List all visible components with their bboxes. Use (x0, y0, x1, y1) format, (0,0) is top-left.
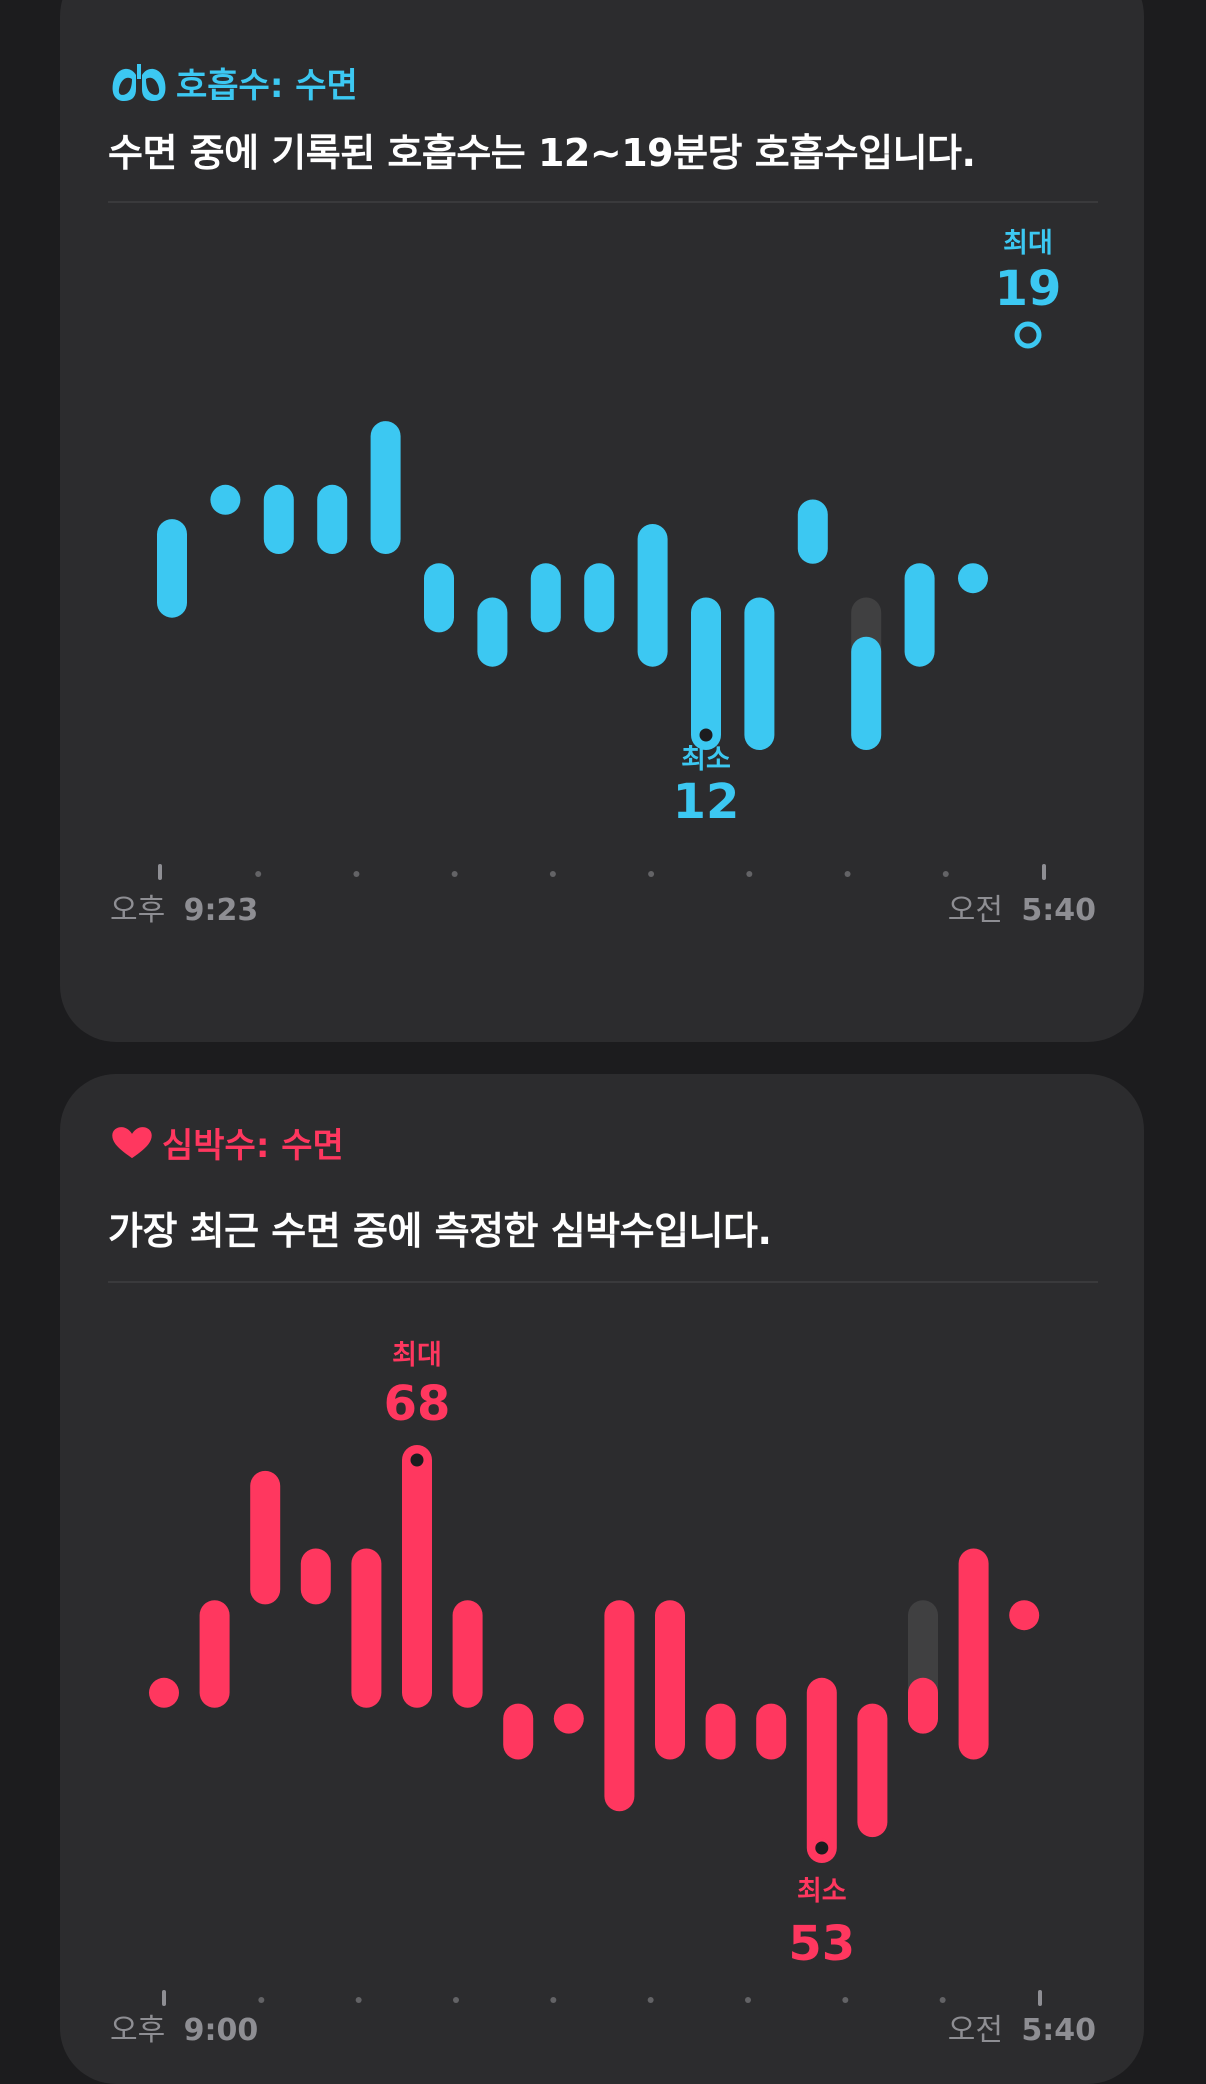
min-value: 12 (673, 774, 740, 830)
chart-bar[interactable] (705, 1703, 736, 1760)
axis-start-time: 오후 9:00 (110, 2013, 258, 2044)
marker-ring (812, 1838, 832, 1858)
axis-tick (1038, 1990, 1042, 2006)
axis-end-period: 오전 (948, 2013, 1003, 2044)
max-value: 19 (995, 261, 1062, 317)
chart-bar[interactable] (1009, 1600, 1040, 1631)
axis-tick-dot (453, 1997, 459, 2003)
axis-tick-dot (258, 1997, 265, 2003)
axis-end-period: 오전 (948, 893, 1003, 928)
card-header: 심박수: 수면 (110, 1118, 344, 1167)
chart-bar[interactable] (806, 1677, 837, 1863)
axis-ticks (162, 1990, 1042, 2006)
chart-bars (157, 421, 988, 750)
chart-bar[interactable] (424, 563, 454, 633)
chart-bar[interactable] (199, 1600, 230, 1708)
chart-bar[interactable] (530, 563, 561, 633)
min-marker (697, 726, 715, 744)
axis-tick-dot (746, 871, 753, 877)
axis-tick-dot (942, 871, 949, 877)
axis-end-time: 오전 5:40 (948, 2013, 1096, 2044)
divider (108, 1281, 1098, 1283)
max-value: 68 (384, 1376, 451, 1432)
chart-bar[interactable] (157, 519, 187, 618)
heart-icon (112, 1126, 152, 1158)
chart-bars (149, 1445, 1040, 1863)
axis-start-time: 오후 9:23 (110, 893, 258, 928)
chart-bar[interactable] (210, 484, 241, 515)
axis-tick-dot (939, 1997, 946, 2003)
min-marker (812, 1839, 831, 1857)
chart-bar[interactable] (691, 597, 721, 751)
axis-tick-dot (842, 1997, 849, 2003)
chart-bar[interactable] (637, 524, 668, 667)
card-title: 호흡수: 수면 (176, 66, 358, 106)
axis-tick-dot (451, 871, 458, 877)
max-marker (408, 1451, 426, 1469)
axis-tick-dot (255, 871, 262, 877)
card-header: 호흡수: 수면 (110, 58, 358, 107)
heart-rate-chart[interactable]: 최대 68 최소 53 오후 9:00 오전 5:40 (60, 1074, 1144, 2044)
marker-ring (696, 725, 716, 745)
axis-ticks (158, 864, 1046, 880)
chart-bar[interactable] (851, 636, 882, 750)
min-value: 53 (788, 1916, 855, 1972)
chart-bar[interactable] (756, 1703, 787, 1760)
chart-bar[interactable] (402, 1445, 432, 1708)
chart-bar[interactable] (300, 1548, 331, 1605)
chart-bar[interactable] (263, 484, 294, 554)
axis-tick-dot (647, 1997, 654, 2003)
chart-bar[interactable] (503, 1703, 534, 1760)
respiratory-rate-chart[interactable]: 최대 19 최소 12 오후 9:23 오전 5:40 (60, 0, 1144, 1042)
axis-start-period: 오후 (110, 893, 165, 928)
axis-tick-dot (648, 871, 655, 877)
chart-bar[interactable] (250, 1470, 281, 1605)
lungs-icon (112, 63, 166, 101)
axis-end-clock: 5:40 (1021, 893, 1096, 928)
card-title: 심박수: 수면 (162, 1126, 344, 1166)
chart-bar[interactable] (370, 421, 401, 554)
chart-bar[interactable] (317, 484, 348, 554)
divider (108, 201, 1098, 203)
axis-tick-dot (550, 1997, 557, 2003)
chart-bar[interactable] (797, 499, 828, 564)
card-description: 가장 최근 수면 중에 측정한 심박수입니다. (108, 1209, 772, 1253)
chart-bar[interactable] (958, 1548, 989, 1760)
chart-bar[interactable] (655, 1600, 685, 1760)
chart-bar[interactable] (857, 1703, 888, 1838)
min-label: 최소 (681, 744, 731, 775)
card-description: 수면 중에 기록된 호흡수는 12~19분당 호흡수입니다. (108, 131, 976, 175)
axis-tick-dot (353, 871, 360, 877)
marker-ring (407, 1450, 427, 1470)
axis-start-period: 오후 (110, 2013, 165, 2044)
axis-tick-dot (745, 1997, 751, 2003)
chart-bar[interactable] (584, 563, 615, 633)
chart-bar[interactable] (149, 1677, 179, 1708)
chart-bar[interactable] (477, 597, 508, 667)
chart-bar[interactable] (604, 1600, 635, 1812)
chart-bar[interactable] (958, 563, 988, 594)
axis-end-clock: 5:40 (1021, 2013, 1096, 2044)
axis-start-clock: 9:23 (184, 893, 259, 928)
respiratory-rate-card[interactable]: 호흡수: 수면 수면 중에 기록된 호흡수는 12~19분당 호흡수입니다. 최… (60, 0, 1144, 1042)
axis-tick-dot (549, 871, 556, 877)
max-label: 최대 (392, 1340, 442, 1371)
axis-tick-dot (355, 1997, 362, 2003)
chart-bar[interactable] (553, 1703, 584, 1734)
chart-bar[interactable] (452, 1600, 483, 1708)
chart-bar[interactable] (904, 563, 935, 667)
max-label: 최대 (1003, 228, 1053, 259)
axis-start-clock: 9:00 (184, 2013, 259, 2044)
min-label: 최소 (797, 1876, 847, 1907)
axis-tick (158, 864, 162, 880)
axis-tick (162, 1990, 166, 2006)
heart-rate-card[interactable]: 심박수: 수면 가장 최근 수면 중에 측정한 심박수입니다. 최대 68 최소… (60, 1074, 1144, 2084)
axis-end-time: 오전 5:40 (948, 893, 1096, 928)
axis-tick (1042, 864, 1046, 880)
chart-bar[interactable] (744, 597, 775, 751)
chart-bar[interactable] (908, 1677, 938, 1734)
axis-tick-dot (844, 871, 851, 877)
chart-bar[interactable] (351, 1548, 382, 1708)
max-marker (1014, 321, 1042, 349)
